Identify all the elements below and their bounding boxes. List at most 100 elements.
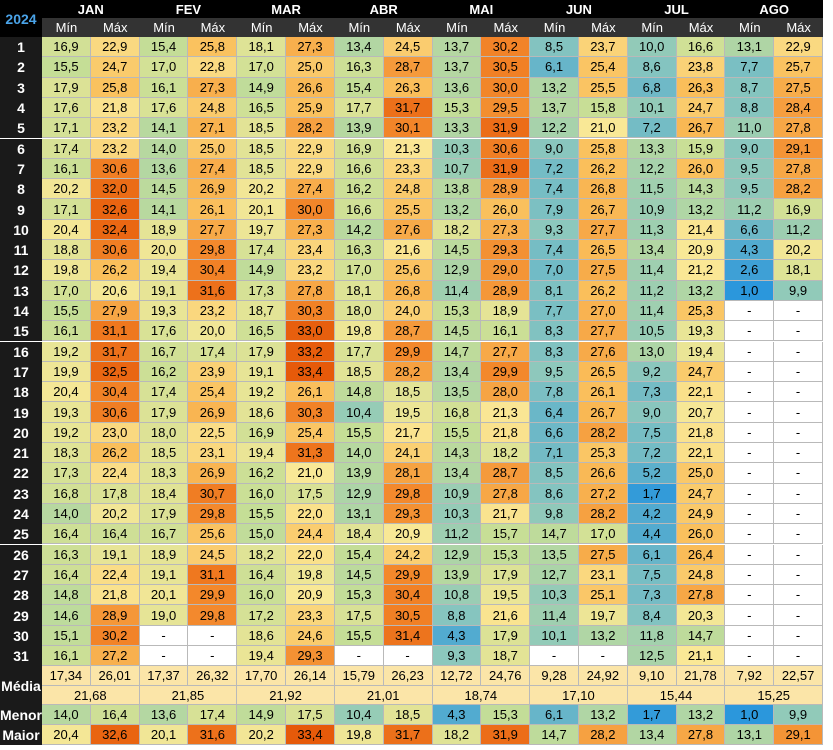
temp-cell: 26,3: [383, 77, 433, 98]
month-header-abr: ABR: [334, 0, 433, 18]
temp-cell: 19,3: [676, 321, 726, 342]
temp-cell: 14,2: [334, 219, 384, 240]
temp-cell: 32,5: [90, 361, 140, 383]
temp-cell: 9,2: [627, 361, 677, 383]
temp-cell: 30,2: [90, 625, 140, 646]
day-label: 26: [0, 544, 42, 565]
menor-cell: 14,0: [42, 705, 91, 726]
temp-cell: 15,5: [334, 422, 384, 443]
temp-cell: 27,2: [578, 483, 628, 504]
temp-cell: 22,4: [90, 564, 140, 586]
temp-cell: 13,4: [432, 361, 482, 383]
temp-cell: 10,9: [627, 199, 677, 220]
temp-cell: -: [139, 625, 189, 646]
temp-cell: 24,7: [90, 57, 140, 78]
temp-cell: 19,3: [42, 402, 91, 423]
day-label: 13: [0, 280, 42, 301]
media-avg-cell: 21,01: [334, 686, 433, 706]
menor-cell: 13,2: [676, 705, 726, 726]
temp-cell: 13,7: [432, 37, 482, 58]
temp-cell: 18,3: [139, 463, 189, 484]
temp-cell: 17,5: [286, 483, 335, 504]
temp-cell: 22,0: [286, 544, 335, 565]
temp-cell: -: [774, 503, 823, 525]
temp-cell: 29,9: [383, 341, 433, 362]
temp-cell: 24,6: [286, 625, 335, 646]
day-label: 22: [0, 463, 42, 484]
day-label: 7: [0, 158, 42, 180]
menor-cell: 13,2: [578, 705, 628, 726]
menor-cell: 9,9: [774, 705, 823, 726]
temp-cell: 11,0: [725, 118, 775, 139]
temp-cell: 16,2: [334, 179, 384, 200]
temp-cell: 16,7: [139, 341, 189, 362]
month-header-jul: JUL: [627, 0, 726, 18]
temp-cell: 16,3: [334, 240, 384, 261]
temp-cell: 24,0: [383, 300, 433, 322]
temp-cell: 21,3: [383, 138, 433, 159]
temp-cell: 24,5: [383, 37, 433, 58]
temp-cell: 31,9: [481, 118, 531, 139]
temp-cell: 16,8: [432, 402, 482, 423]
media-cell: 26,23: [383, 666, 433, 687]
min-subheader: Mín: [334, 18, 384, 37]
month-header-jan: JAN: [42, 0, 140, 18]
temp-cell: 18,3: [42, 443, 91, 464]
temp-cell: 14,8: [42, 585, 91, 606]
media-cell: 15,79: [334, 666, 384, 687]
media-cell: 12,72: [432, 666, 482, 687]
temp-cell: 8,3: [530, 321, 579, 342]
temp-cell: 15,4: [139, 37, 189, 58]
temp-cell: 16,7: [139, 524, 189, 545]
temp-cell: -: [774, 585, 823, 606]
temp-cell: -: [725, 605, 775, 626]
temp-cell: 25,8: [90, 77, 140, 98]
day-label: 10: [0, 219, 42, 240]
menor-cell: 1,0: [725, 705, 775, 726]
maior-cell: 19,8: [334, 725, 384, 746]
temp-cell: 10,8: [432, 585, 482, 606]
temp-cell: 19,4: [676, 341, 726, 362]
temp-cell: 19,1: [139, 564, 189, 586]
maior-cell: 28,2: [578, 725, 628, 746]
temp-cell: 18,5: [237, 118, 287, 139]
day-label: 2: [0, 57, 42, 78]
temp-cell: 16,6: [334, 199, 384, 220]
temp-cell: -: [725, 564, 775, 586]
temp-cell: 18,9: [139, 219, 189, 240]
temp-cell: 6,6: [725, 219, 775, 240]
temp-cell: 32,6: [90, 199, 140, 220]
day-label: 23: [0, 483, 42, 504]
temp-cell: 1,0: [725, 280, 775, 301]
temp-cell: 26,5: [578, 361, 628, 383]
temp-cell: 18,5: [139, 443, 189, 464]
temp-cell: 13,1: [334, 503, 384, 525]
temp-cell: 20,3: [676, 605, 726, 626]
temp-cell: 10,3: [530, 585, 579, 606]
temp-cell: 8,4: [627, 605, 677, 626]
temp-cell: 10,1: [627, 97, 677, 119]
temp-cell: 20,7: [676, 402, 726, 423]
temp-cell: 26,6: [578, 463, 628, 484]
temp-cell: 24,4: [286, 524, 335, 545]
temp-cell: 4,3: [725, 240, 775, 261]
temp-cell: 14,5: [139, 179, 189, 200]
temp-cell: 29,3: [481, 240, 531, 261]
temp-cell: 8,5: [530, 463, 579, 484]
temp-cell: 9,9: [774, 280, 823, 301]
temp-cell: 16,0: [237, 483, 287, 504]
temp-cell: 28,0: [481, 382, 531, 403]
temp-cell: 17,4: [139, 382, 189, 403]
temp-cell: 33,2: [286, 341, 335, 362]
temp-cell: 27,2: [90, 646, 140, 667]
temp-cell: -: [725, 443, 775, 464]
temp-cell: 9,5: [725, 179, 775, 200]
temp-cell: 31,6: [188, 280, 238, 301]
temp-cell: 27,5: [774, 77, 823, 98]
temp-cell: 18,4: [139, 483, 189, 504]
temp-cell: 21,0: [286, 463, 335, 484]
temp-cell: 25,5: [383, 199, 433, 220]
day-label: 14: [0, 300, 42, 322]
temp-cell: 10,3: [432, 503, 482, 525]
temp-cell: -: [725, 321, 775, 342]
